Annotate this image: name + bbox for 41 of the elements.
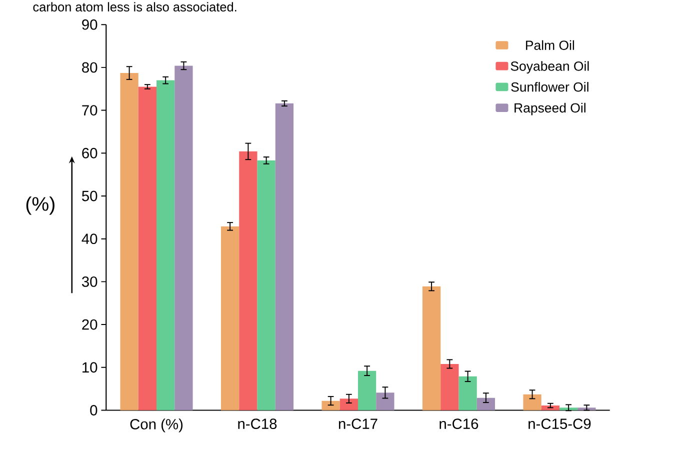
y-tick-label: 50 xyxy=(82,191,98,202)
legend-label: Soyabean Oil xyxy=(510,61,589,74)
y-tick-label: 40 xyxy=(82,234,98,244)
y-tick-label: 0 xyxy=(90,405,98,416)
x-tick-label: n-C18 xyxy=(238,418,277,430)
bar xyxy=(239,152,258,410)
bar xyxy=(156,80,175,410)
y-tick-label: 90 xyxy=(82,20,98,30)
bar xyxy=(458,376,477,410)
x-tick-label: n-C16 xyxy=(440,418,478,430)
text: carbon atom less is also associated. xyxy=(33,2,236,12)
y-tick-label: 20 xyxy=(82,320,98,330)
bar xyxy=(523,394,542,410)
y-tick-label: 80 xyxy=(82,62,98,73)
legend-label: Palm Oil xyxy=(526,40,574,50)
bar xyxy=(340,398,358,410)
legend-label: Rapseed Oil xyxy=(514,103,586,116)
bar xyxy=(120,73,138,410)
bar xyxy=(541,406,560,410)
y-tick-label: 60 xyxy=(82,148,98,159)
bar xyxy=(376,392,394,410)
y-axis-title: (%) xyxy=(26,196,54,215)
legend-label: Sunflower Oil xyxy=(511,82,588,92)
bar xyxy=(422,286,441,410)
y-tick-label: 30 xyxy=(82,276,98,288)
bar xyxy=(358,371,376,410)
bar xyxy=(578,408,596,410)
bar xyxy=(440,364,459,410)
x-tick-label: Con (%) xyxy=(130,418,183,433)
y-tick-label: 70 xyxy=(82,105,98,116)
bar xyxy=(257,160,276,410)
y-tick-label: 10 xyxy=(82,362,98,373)
bar xyxy=(174,66,193,410)
x-tick-label: n-C15-C9 xyxy=(528,418,591,430)
bar xyxy=(220,226,240,410)
bar xyxy=(138,86,157,410)
bar xyxy=(559,408,578,410)
bar xyxy=(322,401,340,410)
bar xyxy=(275,104,294,410)
x-tick-label: n-C17 xyxy=(338,418,378,430)
bar xyxy=(476,398,496,410)
